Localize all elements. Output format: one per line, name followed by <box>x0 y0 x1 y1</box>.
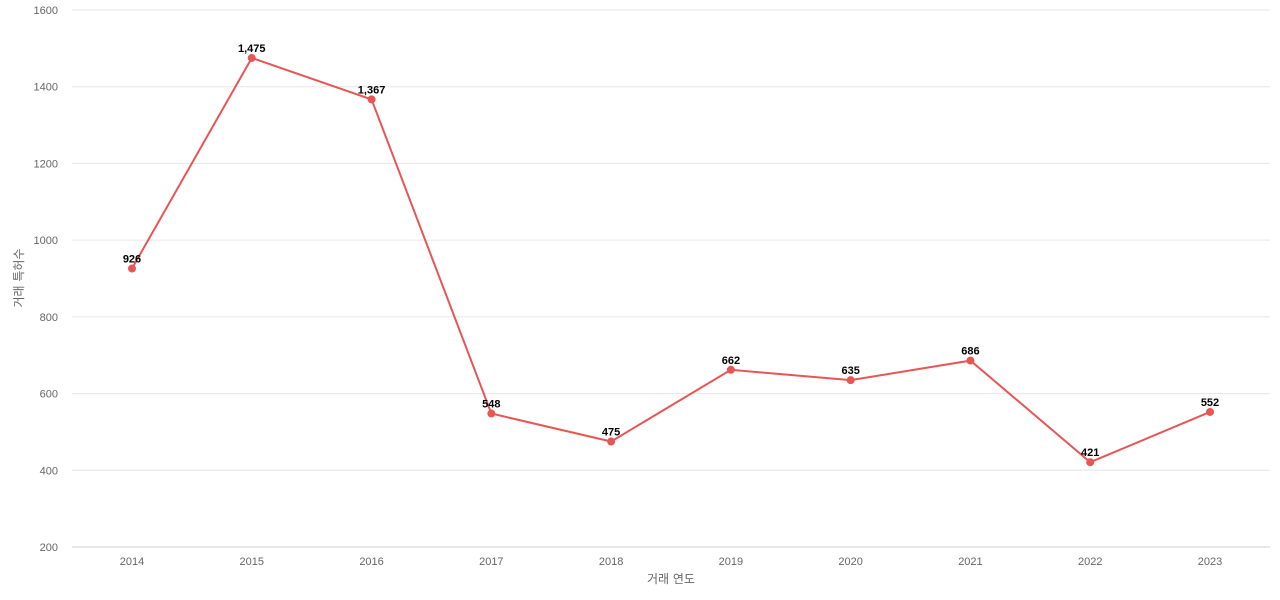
x-tick-label: 2017 <box>479 556 503 568</box>
data-point <box>846 376 855 385</box>
y-tick-label: 1200 <box>34 158 58 170</box>
data-point <box>966 356 975 365</box>
data-point <box>1086 458 1095 467</box>
data-label: 421 <box>1081 447 1099 459</box>
y-tick-label: 600 <box>40 389 58 401</box>
x-tick-label: 2023 <box>1198 556 1222 568</box>
x-tick-label: 2016 <box>359 556 383 568</box>
x-tick-label: 2015 <box>240 556 264 568</box>
x-tick-label: 2014 <box>120 556 144 568</box>
data-labels: 926 1,475 1,367 548 475 662 635 686 421 552 <box>123 43 1219 459</box>
data-label: 926 <box>123 254 141 266</box>
data-label: 1,475 <box>238 43 266 55</box>
data-point <box>726 365 735 374</box>
data-label: 1,367 <box>358 84 386 96</box>
data-label: 548 <box>482 399 500 411</box>
data-point <box>1206 407 1214 416</box>
series-line <box>131 56 1211 464</box>
data-label: 635 <box>841 365 859 377</box>
data-label: 686 <box>961 346 979 358</box>
data-point <box>487 409 496 418</box>
x-tick-label: 2019 <box>719 556 743 568</box>
y-tick-label: 1400 <box>34 82 58 94</box>
y-tick-label: 400 <box>40 465 58 477</box>
x-tick-label: 2021 <box>958 556 982 568</box>
grid-layer <box>72 9 1270 548</box>
x-axis-title: 거래 연도 <box>647 572 695 586</box>
y-tick-label: 1000 <box>34 235 58 247</box>
data-label: 662 <box>722 355 740 367</box>
series-layer <box>128 53 1214 467</box>
y-tick-label: 200 <box>40 542 58 554</box>
x-axis-ticks: 2014 2015 2016 2017 2018 2019 2020 2021 2022 2023 <box>120 556 1222 568</box>
x-tick-label: 2020 <box>838 556 862 568</box>
data-label: 475 <box>602 427 620 439</box>
data-label: 552 <box>1201 397 1219 409</box>
y-tick-label: 800 <box>40 312 58 324</box>
y-tick-label: 1600 <box>34 5 58 17</box>
x-tick-label: 2022 <box>1078 556 1102 568</box>
y-axis-ticks: 200 400 600 800 1000 1200 1400 1600 <box>34 5 58 554</box>
x-tick-label: 2018 <box>599 556 623 568</box>
data-point <box>367 95 376 104</box>
y-axis-title: 거래 특허수 <box>12 248 26 307</box>
data-point <box>247 53 256 62</box>
data-point <box>607 437 616 446</box>
data-point <box>128 264 136 273</box>
